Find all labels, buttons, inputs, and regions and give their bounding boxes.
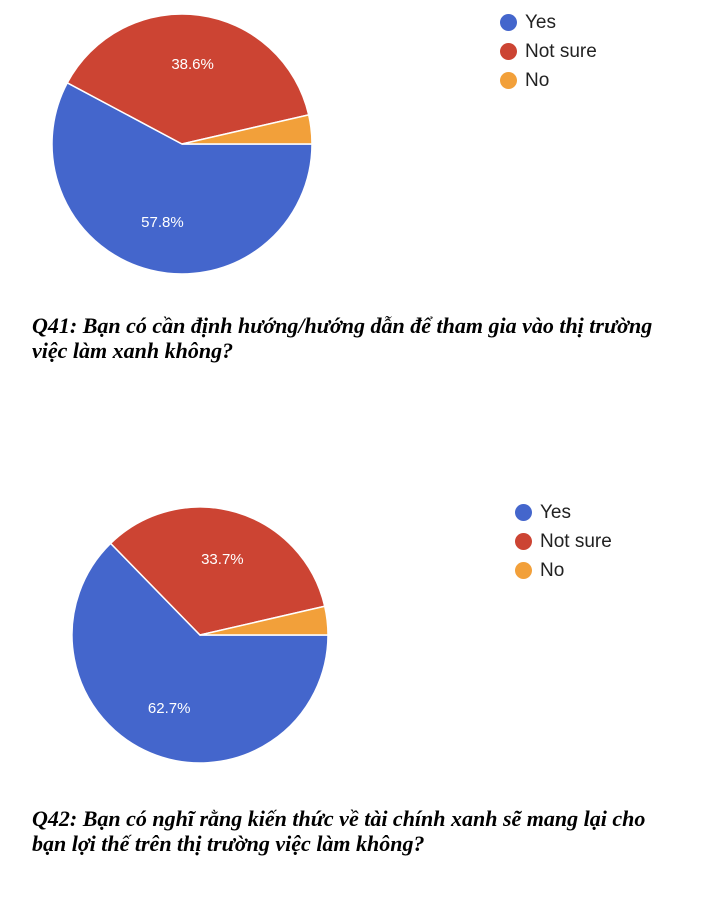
pie-slice-not-sure — [109, 506, 326, 636]
pie-slice-yes — [71, 542, 329, 764]
legend-dot-yes — [515, 504, 532, 521]
legend-item-not-sure: Not sure — [500, 37, 597, 66]
legend-dot-no — [500, 72, 517, 89]
legend-item-yes: Yes — [500, 8, 597, 37]
pie-chart-q41: 57.8% 38.6% — [51, 13, 313, 275]
pie-label-not-sure: 33.7% — [201, 551, 244, 568]
legend-label-not-sure: Not sure — [525, 40, 597, 62]
pie-slice-no — [199, 605, 329, 636]
legend-dot-not-sure — [500, 43, 517, 60]
caption-q41: Q41: Bạn có cần định hướng/hướng dẫn để … — [32, 313, 653, 363]
pie-label-yes: 62.7% — [148, 700, 191, 717]
legend-label-no: No — [540, 559, 565, 581]
pie-label-yes: 57.8% — [141, 214, 184, 231]
pie-slice-yes — [51, 81, 313, 275]
pie-chart-q42: 62.7% 33.7% — [71, 506, 329, 764]
pie-slice-no — [181, 113, 313, 145]
legend-dot-not-sure — [515, 533, 532, 550]
legend-label-not-sure: Not sure — [540, 530, 612, 552]
legend-item-not-sure: Not sure — [515, 527, 612, 556]
pie-label-not-sure: 38.6% — [171, 56, 214, 73]
legend-label-yes: Yes — [540, 501, 571, 523]
legend-item-no: No — [515, 556, 612, 585]
pie-slice-not-sure — [66, 13, 310, 145]
legend-item-no: No — [500, 66, 597, 95]
legend-dot-yes — [500, 14, 517, 31]
caption-q42: Q42: Bạn có nghĩ rằng kiến thức về tài c… — [32, 806, 646, 856]
legend-q41: Yes Not sure No — [500, 8, 597, 95]
legend-item-yes: Yes — [515, 498, 612, 527]
legend-dot-no — [515, 562, 532, 579]
legend-label-no: No — [525, 69, 550, 91]
legend-q42: Yes Not sure No — [515, 498, 612, 585]
legend-label-yes: Yes — [525, 11, 556, 33]
